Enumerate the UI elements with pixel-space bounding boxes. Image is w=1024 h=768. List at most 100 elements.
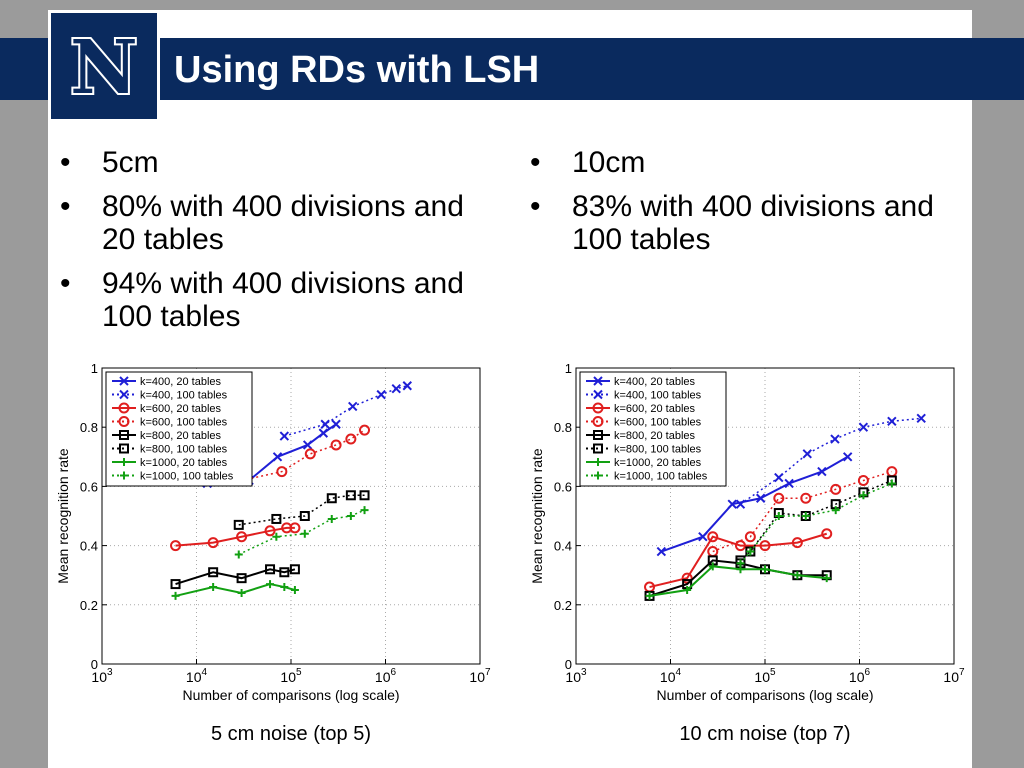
legend-label: k=600, 100 tables [140, 417, 228, 429]
y-tick-label: 0.2 [554, 598, 572, 613]
bullet-item: 10cm [526, 146, 946, 179]
marker-circle [170, 540, 182, 552]
marker-x [593, 376, 603, 386]
series-line [712, 470, 893, 553]
marker-circle [276, 466, 288, 478]
marker-plus [266, 580, 275, 589]
series-k-600-100-tables [236, 424, 371, 486]
bullet-item: 83% with 400 divisions and 100 tables [526, 190, 946, 256]
marker-x [830, 434, 840, 444]
marker-square [326, 493, 337, 504]
marker-square [345, 490, 356, 501]
marker-x [698, 532, 708, 542]
marker-plus [120, 471, 128, 480]
marker-circle [791, 537, 803, 549]
y-tick-label: 0.6 [554, 479, 572, 494]
legend-label: k=1000, 20 tables [140, 457, 228, 469]
marker-square [119, 430, 129, 440]
marker-plus [300, 529, 309, 538]
title-bar [0, 38, 1024, 100]
marker-circle [734, 540, 746, 552]
marker-x [727, 499, 737, 509]
marker-circle [857, 474, 869, 486]
marker-plus [708, 562, 717, 571]
x-tick-label: 107 [943, 667, 965, 685]
series-line [175, 583, 296, 597]
y-axis-label: Mean recognition rate [55, 448, 71, 584]
marker-x [272, 452, 283, 462]
marker-plus [774, 512, 783, 520]
marker-circle [207, 537, 219, 549]
series-k-800-20-tables [170, 564, 300, 590]
marker-plus [234, 550, 243, 559]
marker-circle [304, 448, 316, 460]
marker-plus [327, 514, 336, 523]
y-tick-label: 0.2 [80, 598, 98, 613]
marker-x [656, 546, 667, 557]
legend-label: k=800, 20 tables [140, 430, 222, 442]
marker-circle [118, 402, 130, 414]
x-tick-label: 104 [186, 667, 208, 685]
marker-x [391, 384, 401, 394]
marker-circle [118, 416, 130, 427]
legend-box [105, 371, 253, 487]
marker-plus [746, 547, 755, 556]
series-k-400-20-tables [656, 452, 853, 557]
legend-label: k=600, 100 tables [614, 417, 702, 429]
marker-x [279, 431, 290, 441]
y-tick-label: 0 [91, 657, 98, 672]
marker-x [784, 478, 794, 489]
bullet-item: 80% with 400 divisions and 20 tables [56, 190, 476, 256]
marker-plus [683, 586, 692, 594]
marker-square [359, 490, 370, 501]
series-k-800-100-tables [735, 475, 897, 566]
series-line [175, 568, 296, 586]
x-axis-label: Number of comparisons (log scale) [182, 687, 399, 703]
marker-x [755, 493, 766, 503]
marker-square [208, 567, 219, 578]
y-tick-label: 1 [565, 361, 572, 376]
series-k-600-20-tables [644, 528, 833, 593]
marker-circle [773, 492, 785, 504]
series-k-1000-100-tables [736, 479, 896, 568]
y-tick-label: 0.8 [554, 420, 572, 435]
chart-caption: 10 cm noise (top 7) [679, 723, 850, 745]
marker-x [320, 419, 330, 429]
y-tick-label: 0.6 [80, 479, 98, 494]
marker-circle [359, 424, 371, 436]
marker-plus [272, 532, 281, 541]
marker-circle [264, 525, 276, 537]
chart-caption: 5 cm noise (top 5) [211, 723, 371, 745]
marker-plus [859, 491, 868, 500]
logo-letter: N [70, 25, 138, 111]
legend-label: k=400, 20 tables [614, 376, 696, 388]
marker-plus [594, 471, 602, 480]
legend-label: k=1000, 100 tables [140, 471, 234, 483]
marker-square [170, 579, 181, 590]
marker-x [735, 499, 746, 509]
y-tick-label: 0.4 [80, 539, 98, 554]
marker-plus [171, 591, 180, 600]
series-line [284, 385, 408, 437]
marker-x [119, 376, 129, 386]
marker-plus [831, 506, 840, 515]
series-line [649, 559, 827, 597]
chart-5cm-noise: 0 0.2 0.4 0.6 0.8 1 103 104 105 106 107 k=400, 20 t… [55, 361, 491, 745]
series-line [241, 429, 365, 482]
marker-square [279, 567, 290, 578]
x-tick-label: 103 [565, 667, 587, 685]
legend-label: k=1000, 20 tables [614, 457, 702, 469]
marker-plus [761, 565, 769, 574]
bullet-item: 94% with 400 divisions and 100 tables [56, 267, 476, 333]
marker-circle [681, 572, 693, 584]
marker-square [593, 443, 603, 454]
marker-plus [736, 559, 745, 568]
marker-plus [360, 506, 369, 515]
marker-plus [793, 571, 802, 580]
series-line [175, 526, 295, 547]
marker-circle [744, 531, 756, 543]
x-tick-label: 105 [280, 667, 302, 685]
legend-label: k=800, 20 tables [614, 430, 696, 442]
